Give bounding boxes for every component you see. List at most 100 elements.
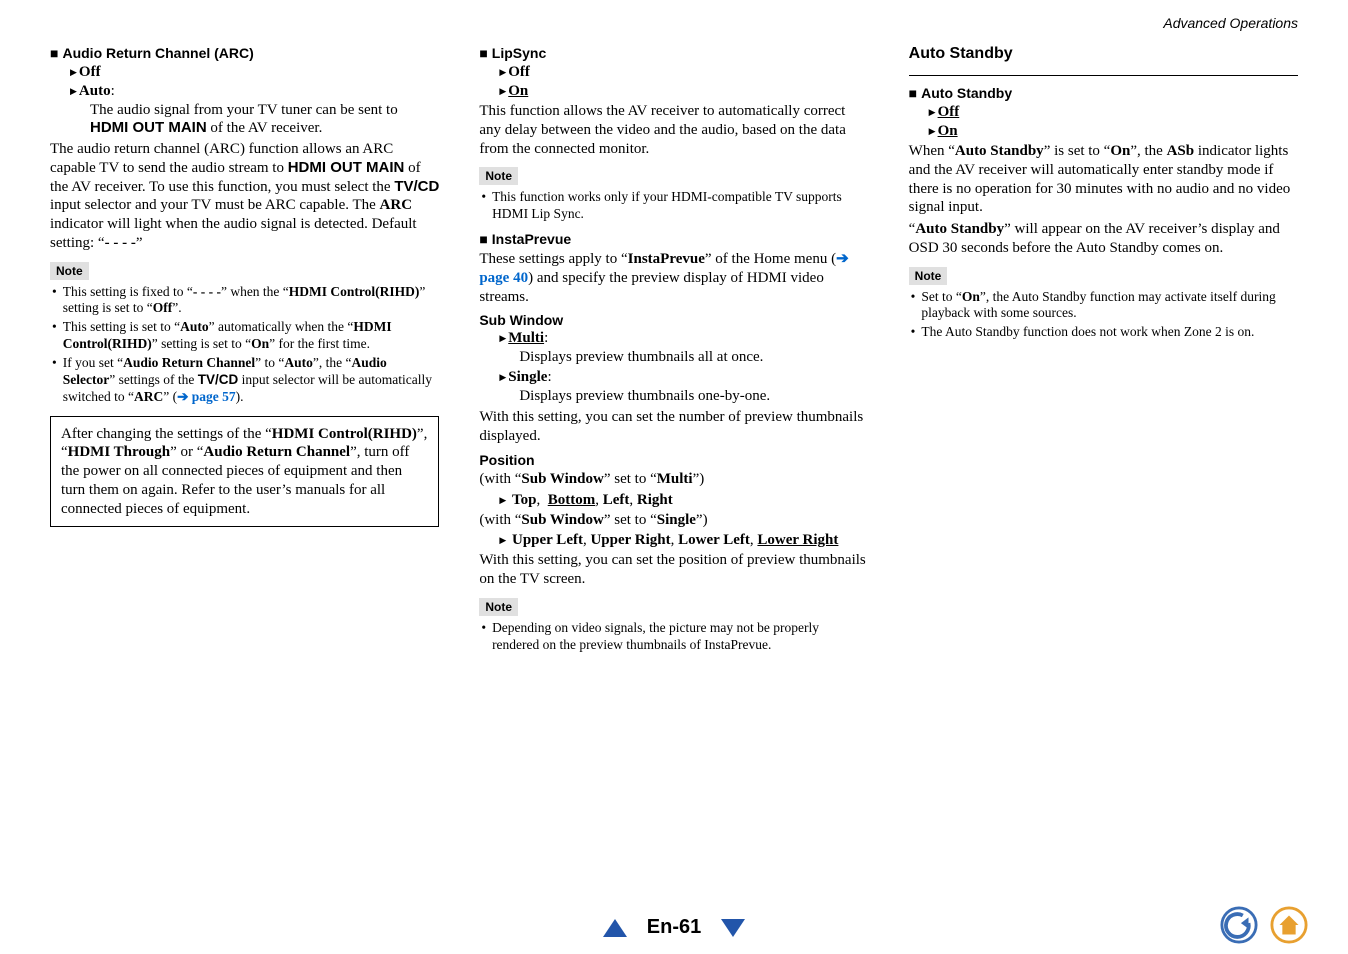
text: ”, the “ [313, 355, 352, 370]
prev-page-arrow-icon[interactable] [603, 919, 627, 937]
lr-label: Lower Right [757, 532, 838, 548]
column-2: LipSync Off On This function allows the … [479, 45, 868, 656]
text-bold: ARC [134, 389, 163, 404]
arc-off-label: Off [79, 64, 101, 80]
subwindow-multi: Multi: [499, 330, 868, 347]
text-bold: TV/CD [394, 178, 439, 195]
text: ” is set to “ [1044, 143, 1111, 159]
text-bold: Sub Window [521, 471, 603, 487]
column-3: Auto Standby Auto Standby Off On When “A… [909, 45, 1298, 656]
position-heading: Position [479, 452, 868, 468]
subwindow-single: Single: [499, 369, 868, 386]
ll-label: Lower Left [678, 532, 750, 548]
single-label: Single [508, 369, 547, 385]
position-single-context: (with “Sub Window” set to “Single”) [479, 511, 868, 530]
back-icon[interactable] [1220, 906, 1258, 944]
position-multi-context: (with “Sub Window” set to “Multi”) [479, 470, 868, 489]
text-bold: InstaPrevue [628, 251, 705, 267]
text: When “ [909, 143, 955, 159]
text: ” settings of the [109, 372, 197, 387]
text-bold: Auto [180, 319, 209, 334]
text: ” set to “ [604, 512, 657, 528]
text-bold: HDMI Control(RIHD) [289, 284, 420, 299]
note-label: Note [909, 267, 948, 285]
text: The audio signal from your TV tuner can … [90, 102, 398, 118]
text: ” of the Home menu ( [705, 251, 836, 267]
text-bold: On [251, 336, 269, 351]
text: (with “ [479, 471, 521, 487]
text: ”) [696, 512, 708, 528]
footer: En-61 [0, 916, 1348, 939]
text-bold: Sub Window [521, 512, 603, 528]
text: of the AV receiver. [207, 120, 323, 136]
lipsync-body: This function allows the AV receiver to … [479, 102, 868, 158]
instaprevue-heading: InstaPrevue [479, 231, 868, 247]
text: The Auto Standby function does not work … [921, 324, 1254, 341]
text-bold: Audio Return Channel [123, 355, 255, 370]
text: This function works only if your HDMI-co… [492, 189, 869, 223]
text: input selector and your TV must be ARC c… [50, 197, 380, 213]
lipsync-on-label: On [508, 83, 528, 99]
note-label: Note [479, 598, 518, 616]
arc-option-off: Off [70, 64, 439, 81]
arc-body: The audio return channel (ARC) function … [50, 140, 439, 253]
text: ) and specify the preview display of HDM… [479, 270, 824, 305]
page-number: En-61 [647, 916, 701, 939]
note-item-2: This setting is set to “Auto” automatica… [50, 319, 439, 353]
arc-option-auto: Auto: [70, 83, 439, 100]
as-body-1: When “Auto Standby” is set to “On”, the … [909, 142, 1298, 217]
as-heading: Auto Standby [909, 85, 1298, 101]
position-single-opts: Upper Left, Upper Right, Lower Left, Low… [499, 532, 868, 549]
insta-body: These settings apply to “InstaPrevue” of… [479, 250, 868, 306]
arc-heading: Audio Return Channel (ARC) [50, 45, 439, 61]
text: ”. [172, 300, 181, 315]
title-rule: Auto Standby [909, 45, 1298, 76]
as-option-off: Off [929, 104, 1298, 121]
arc-auto-label: Auto [79, 83, 111, 99]
as-body-2: “Auto Standby” will appear on the AV rec… [909, 220, 1298, 258]
text: After changing the settings of the “ [61, 426, 272, 442]
hdmi-out-main: HDMI OUT MAIN [90, 119, 207, 136]
note-label: Note [479, 167, 518, 185]
text: ). [236, 389, 244, 404]
as-option-on: On [929, 123, 1298, 140]
text: (with “ [479, 512, 521, 528]
lipsync-option-on: On [499, 83, 868, 100]
text: This setting is fixed to “ [63, 284, 193, 299]
text: Set to “ [921, 289, 962, 304]
text: Depending on video signals, the picture … [492, 620, 869, 654]
text: ”, the [1130, 143, 1166, 159]
ul-label: Upper Left [512, 532, 583, 548]
text: If you set “ [63, 355, 123, 370]
text: ”) [693, 471, 705, 487]
position-note-1: Depending on video signals, the picture … [479, 620, 868, 654]
text-bold: Multi [657, 471, 693, 487]
left-label: Left [603, 492, 630, 508]
footer-nav-icons [1220, 906, 1308, 944]
subwindow-heading: Sub Window [479, 312, 868, 328]
note-item-3: If you set “Audio Return Channel” to “Au… [50, 355, 439, 406]
next-page-arrow-icon[interactable] [721, 919, 745, 937]
breadcrumb: Advanced Operations [1163, 15, 1298, 31]
multi-desc: Displays preview thumbnails all at once. [519, 349, 868, 366]
page-link-57[interactable]: page 57 [192, 389, 236, 404]
text-bold: Auto Standby [955, 143, 1044, 159]
text: ” setting is set to “ [152, 336, 251, 351]
lipsync-off-label: Off [508, 64, 530, 80]
text-bold: Single [657, 512, 696, 528]
text: ” or “ [170, 444, 203, 460]
text: ” automatically when the “ [209, 319, 354, 334]
multi-label: Multi [508, 330, 544, 346]
text-bold: TV/CD [198, 372, 239, 387]
arrow-icon: ➔ [177, 389, 192, 404]
text-bold: - - - - [193, 284, 221, 299]
text-bold: On [1110, 143, 1130, 159]
arrow-icon: ➔ [836, 251, 849, 267]
home-icon[interactable] [1270, 906, 1308, 944]
text: ” for the first time. [269, 336, 370, 351]
text-bold: ASb [1167, 143, 1195, 159]
page-link-40[interactable]: page 40 [479, 270, 528, 286]
text-bold: HDMI OUT MAIN [288, 159, 405, 176]
auto-standby-title: Auto Standby [909, 45, 1298, 63]
text: These settings apply to “ [479, 251, 627, 267]
